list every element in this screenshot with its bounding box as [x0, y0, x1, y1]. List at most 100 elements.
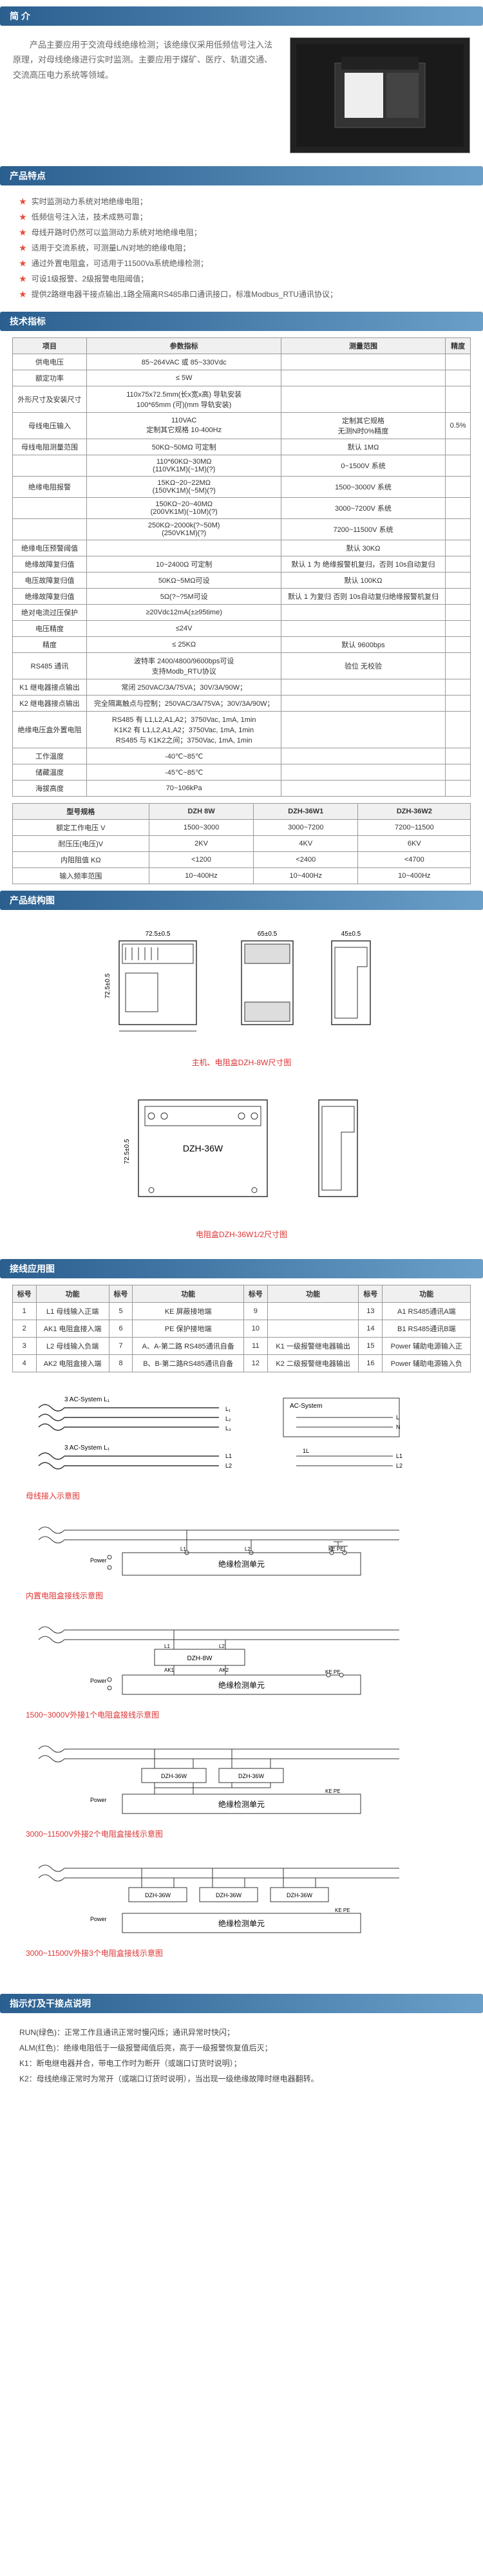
diagram-area: 3 AC-System L₁ L₁L₂L₃ AC-System L N 3 AC… — [0, 1379, 483, 1987]
spec-cell: 电压故障复归值 — [12, 573, 87, 589]
diagram-label-1: 母线接入示意图 — [26, 1490, 457, 1501]
spec-cell — [281, 621, 446, 637]
feature-item: ★低频信号注入法，技术成熟可靠； — [19, 209, 464, 225]
diagram-label-3: 1500~3000V外接1个电阻盒接线示意图 — [26, 1709, 457, 1720]
star-icon: ★ — [19, 274, 26, 283]
model-cell: 10~400Hz — [254, 868, 358, 884]
spec-col: 测量范围 — [281, 338, 446, 354]
diagram-busbar: 3 AC-System L₁ L₁L₂L₃ AC-System L N 3 AC… — [26, 1392, 412, 1482]
svg-text:DZH-36W: DZH-36W — [287, 1892, 313, 1899]
svg-text:Power: Power — [90, 1678, 107, 1684]
led-line: RUN(绿色)：正常工作且通讯正常时慢闪烁；通讯异常时快闪； — [19, 2025, 464, 2040]
spec-cell: 10~2400Ω 可定制 — [87, 556, 281, 573]
spec-col: 参数指标 — [87, 338, 281, 354]
svg-text:L2: L2 — [225, 1463, 232, 1469]
svg-text:L1: L1 — [164, 1643, 170, 1649]
spec-cell — [445, 653, 470, 679]
led-line: ALM(红色)：绝缘电阻低于一级报警阈值后亮，高于一级报警恢复值后灭； — [19, 2040, 464, 2056]
svg-text:L1: L1 — [396, 1453, 402, 1459]
spec-cell: 默认 9600bps — [281, 637, 446, 653]
diagram-label-4: 3000~11500V外接2个电阻盒接线示意图 — [26, 1828, 457, 1839]
spec-cell: 85~264VAC 或 85~330Vdc — [87, 354, 281, 370]
feature-item: ★可设1级报警、2级报警电阻阈值； — [19, 271, 464, 287]
diagram-ext2: DZH-36W DZH-36W 绝缘检测单元 Power KE PE — [26, 1736, 412, 1820]
spec-cell: 定制其它规格无测N时0%精度 — [281, 413, 446, 439]
spec-cell — [445, 354, 470, 370]
dim-drawing-1: 72.5±0.5 72.5±0.5 — [100, 928, 216, 1044]
feature-item: ★适用于交流系统，可测量L/N对地的绝缘电阻； — [19, 240, 464, 256]
svg-text:L1: L1 — [180, 1546, 186, 1552]
model-cell: 输入频率范围 — [12, 868, 149, 884]
svg-text:绝缘检测单元: 绝缘检测单元 — [218, 1559, 265, 1569]
spec-cell — [445, 573, 470, 589]
wiring-cell: K1 一级报警继电器输出 — [267, 1338, 359, 1355]
led-line: K2：母线绝缘正常时为常开（或端口订货时说明），当出现一级绝缘故障时继电器翻转。 — [19, 2071, 464, 2087]
wiring-cell: 6 — [109, 1320, 133, 1338]
spec-cell: 绝缘电阻报警 — [12, 477, 87, 498]
wiring-cell: AK1 电阻盒接入端 — [36, 1320, 109, 1338]
svg-text:L₁: L₁ — [225, 1406, 231, 1412]
spec-cell — [445, 621, 470, 637]
wiring-col: 标号 — [243, 1285, 267, 1303]
diagram-label-2: 内置电阻盒接线示意图 — [26, 1590, 457, 1601]
spec-cell — [445, 589, 470, 605]
spec-header: 技术指标 — [0, 312, 483, 331]
dim-drawing-4: DZH-36W 72.5±0.5 — [113, 1087, 293, 1216]
svg-text:DZH-36W: DZH-36W — [216, 1892, 242, 1899]
spec-cell: ≥20Vdc12mA(±≥95time) — [87, 605, 281, 621]
spec-cell: 3000~7200V 系统 — [281, 498, 446, 519]
star-icon: ★ — [19, 228, 26, 237]
model-cell: 10~400Hz — [149, 868, 253, 884]
spec-col: 精度 — [445, 338, 470, 354]
wiring-cell: 5 — [109, 1303, 133, 1320]
spec-cell — [445, 386, 470, 413]
spec-cell — [281, 712, 446, 748]
spec-cell — [281, 696, 446, 712]
model-cell: <2400 — [254, 852, 358, 868]
spec-cell: 电压精度 — [12, 621, 87, 637]
spec-cell: 储藏温度 — [12, 764, 87, 781]
spec-cell: 默认 100KΩ — [281, 573, 446, 589]
wiring-col: 标号 — [12, 1285, 36, 1303]
star-icon: ★ — [19, 197, 26, 206]
model-cell: 额定工作电压 V — [12, 820, 149, 836]
led-line: K1：断电继电器并合，带电工作时为断开（或端口订货时说明）； — [19, 2056, 464, 2071]
spec-cell — [87, 540, 281, 556]
svg-text:KE PE: KE PE — [325, 1788, 341, 1794]
spec-cell: ≤ 25KΩ — [87, 637, 281, 653]
spec-cell: 1500~3000V 系统 — [281, 477, 446, 498]
spec-cell — [445, 712, 470, 748]
spec-cell — [281, 386, 446, 413]
dim-caption-2: 电阻盒DZH-36W1/2尺寸图 — [13, 1229, 470, 1240]
spec-cell — [281, 354, 446, 370]
spec-cell: 110x75x72.5mm(长x宽x高) 导轨安装100*65mm (可)(mm… — [87, 386, 281, 413]
diagram-label-5: 3000~11500V外接3个电阻盒接线示意图 — [26, 1947, 457, 1958]
structure-header: 产品结构图 — [0, 891, 483, 910]
svg-text:L₃: L₃ — [225, 1425, 231, 1432]
spec-cell — [445, 477, 470, 498]
spec-cell: 默认 30KΩ — [281, 540, 446, 556]
svg-text:AK1: AK1 — [164, 1667, 175, 1673]
feature-item: ★母线开路时仍然可以监测动力系统对地绝缘电阻； — [19, 225, 464, 240]
spec-cell: 70~106kPa — [87, 781, 281, 797]
svg-text:L: L — [396, 1414, 399, 1421]
spec-cell — [281, 764, 446, 781]
dimension-section: 72.5±0.5 72.5±0.5 65±0.5 45±0.5 主机、电阻盒DZ… — [0, 915, 483, 1253]
feature-item: ★实时监测动力系统对地绝缘电阻； — [19, 194, 464, 209]
svg-text:L2: L2 — [396, 1463, 402, 1469]
spec-cell: 母线电阻测量范围 — [12, 439, 87, 455]
model-col: DZH-36W2 — [358, 804, 471, 820]
wiring-cell: 2 — [12, 1320, 36, 1338]
intro-header: 简 介 — [0, 6, 483, 26]
spec-cell — [445, 781, 470, 797]
wiring-cell: 15 — [359, 1338, 383, 1355]
model-col: DZH 8W — [149, 804, 253, 820]
wiring-cell: 16 — [359, 1355, 383, 1372]
svg-text:65±0.5: 65±0.5 — [258, 931, 278, 938]
svg-text:72.5±0.5: 72.5±0.5 — [146, 931, 171, 938]
star-icon: ★ — [19, 243, 26, 252]
spec-cell: 绝缘故障复归值 — [12, 556, 87, 573]
spec-cell: 完全隔离触点与控制；250VAC/3A/75VA；30V/3A/90W； — [87, 696, 281, 712]
spec-cell: ≤ 5W — [87, 370, 281, 386]
wiring-cell: K2 二级报警继电器输出 — [267, 1355, 359, 1372]
